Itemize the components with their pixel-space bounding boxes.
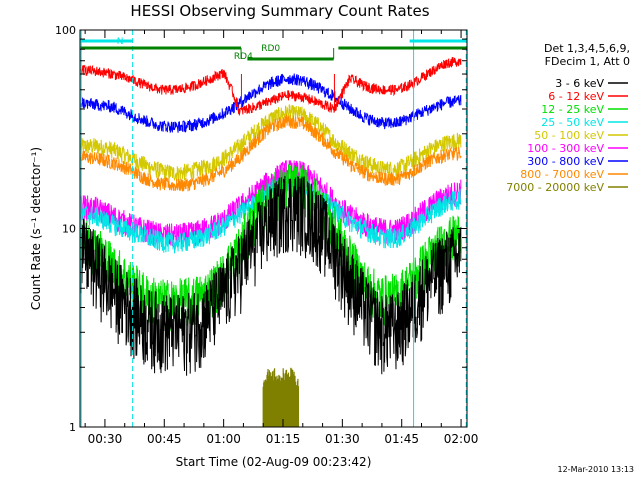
legend-label: 3 - 6 keV (555, 77, 604, 90)
annotation-label: RD0 (261, 44, 280, 54)
chart-title: HESSI Observing Summary Count Rates (130, 2, 430, 20)
annotation-label: RD4 (234, 52, 253, 62)
series-line (80, 73, 462, 133)
x-tick-label: 00:30 (88, 432, 123, 446)
y-tick-label: 10 (62, 223, 76, 236)
series-line (80, 57, 462, 116)
legend-header: Det 1,3,4,5,6,9, (544, 42, 630, 55)
series-line (80, 104, 462, 182)
series-line (262, 367, 299, 427)
x-tick-label: 01:45 (384, 432, 419, 446)
legend-header: FDecim 1, Att 0 (545, 55, 630, 68)
legend: Det 1,3,4,5,6,9,FDecim 1, Att 0 3 - 6 keV… (506, 42, 630, 194)
x-axis-label: Start Time (02-Aug-09 00:23:42) (176, 455, 372, 469)
legend-label: 800 - 7000 keV (520, 168, 604, 181)
legend-label: 7000 - 20000 keV (506, 181, 604, 194)
timestamp-footer: 12-Mar-2010 13:13 (557, 465, 635, 474)
legend-label: 50 - 100 keV (534, 129, 604, 142)
plot-area: N RD4 RD0 (80, 30, 467, 427)
y-axis-label: Count Rate (s⁻¹ detector⁻¹) (29, 147, 43, 310)
series-line (80, 175, 462, 376)
y-tick-label: 1 (69, 421, 76, 434)
legend-label: 100 - 300 keV (527, 142, 604, 155)
legend-label: 25 - 50 keV (541, 116, 604, 129)
y-tick-label: 100 (55, 24, 76, 37)
x-tick-label: 01:00 (206, 432, 241, 446)
legend-label: 12 - 25 keV (541, 103, 604, 116)
series-group (80, 57, 462, 427)
x-tick-label: 01:30 (325, 432, 360, 446)
x-tick-label: 02:00 (444, 432, 479, 446)
legend-label: 300 - 800 keV (527, 155, 604, 168)
legend-label: 6 - 12 keV (548, 90, 604, 103)
x-tick-label: 01:15 (266, 432, 301, 446)
series-line (80, 114, 462, 192)
axes: 1 10 100 00:30 00:45 01:00 01:15 01:30 01:45 02:0… (29, 24, 478, 469)
annotation-label: N (117, 37, 124, 47)
x-tick-label: 00:45 (147, 432, 182, 446)
